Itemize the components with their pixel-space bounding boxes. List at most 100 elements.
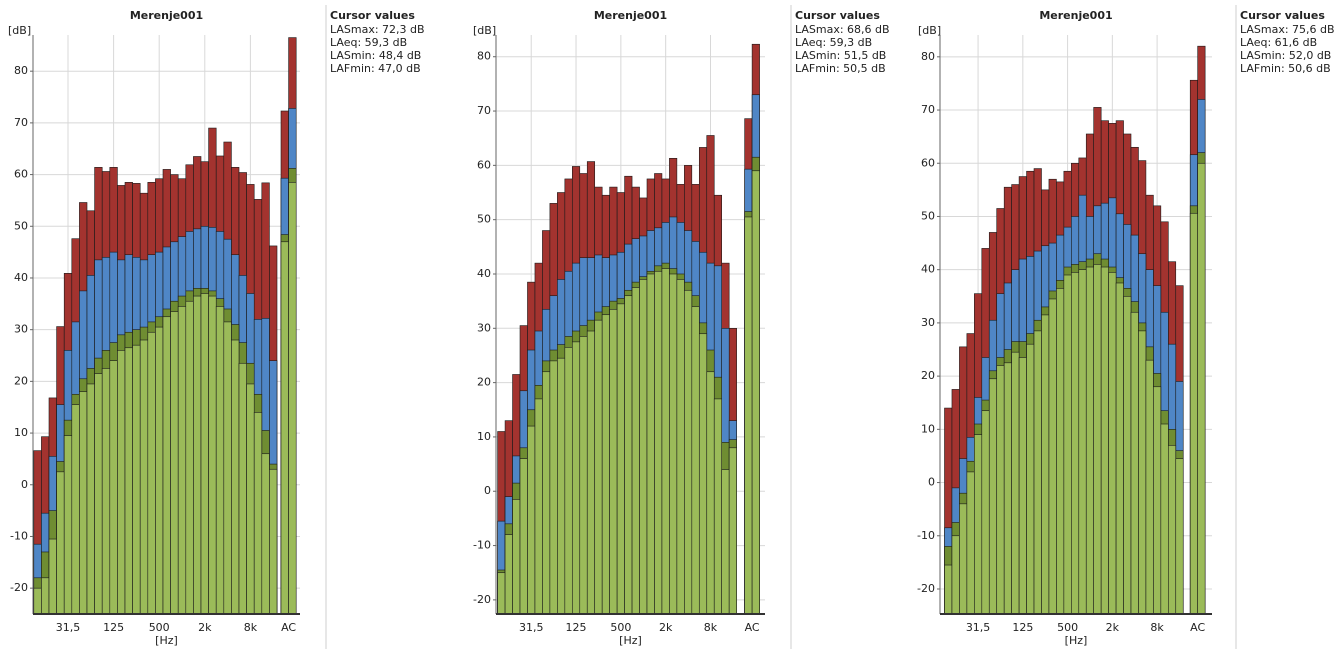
- bar: [1138, 330, 1147, 615]
- bar: [744, 216, 753, 615]
- y-tick-label: 70: [921, 103, 935, 116]
- bar: [1123, 295, 1132, 615]
- bar: [238, 362, 247, 615]
- bar: [981, 410, 990, 615]
- y-tick-label: 50: [921, 209, 935, 222]
- bar: [601, 314, 610, 615]
- x-tick-label: 125: [1012, 621, 1033, 634]
- bar: [1071, 272, 1080, 615]
- bar: [639, 279, 648, 615]
- bar: [1056, 288, 1065, 615]
- x-tick-label: 500: [1057, 621, 1078, 634]
- bar: [124, 347, 133, 615]
- bar: [33, 587, 42, 615]
- y-tick-label: 30: [477, 321, 491, 334]
- legend-entry: LAeq: 59,3 dB: [795, 36, 872, 49]
- bar: [253, 412, 263, 615]
- bar: [1018, 357, 1027, 615]
- bar: [646, 273, 655, 615]
- y-tick-label: -10: [10, 529, 28, 542]
- bar: [1108, 272, 1117, 615]
- bar: [974, 434, 983, 615]
- bar: [94, 373, 103, 615]
- bar: [139, 339, 149, 615]
- bar: [162, 316, 171, 615]
- bar: [512, 499, 521, 615]
- bar: [504, 534, 513, 615]
- y-tick-label: 30: [921, 316, 935, 329]
- y-tick-label: -10: [473, 539, 491, 552]
- y-tick-label: -20: [10, 581, 28, 594]
- bar: [691, 306, 700, 615]
- chart-title: Merenje001: [594, 9, 667, 22]
- legend-entry: LASmax: 68,6 dB: [795, 23, 890, 36]
- bar: [1048, 298, 1057, 615]
- bar: [155, 326, 164, 615]
- bar: [1063, 274, 1072, 615]
- bar: [564, 347, 573, 615]
- x-tick-label: 8k: [244, 621, 258, 634]
- bar: [669, 273, 678, 615]
- bar: [223, 321, 232, 615]
- bar: [193, 295, 202, 615]
- ac-label: AC: [281, 621, 296, 634]
- legend-entry: LASmax: 72,3 dB: [330, 23, 425, 36]
- legend-entry: LAFmin: 47,0 dB: [330, 62, 421, 75]
- x-tick-label: 8k: [704, 621, 718, 634]
- bar: [1033, 330, 1042, 615]
- bar: [56, 471, 65, 615]
- x-tick-label: 500: [149, 621, 170, 634]
- y-tick-label: -20: [473, 593, 491, 606]
- bar: [1130, 311, 1139, 615]
- bar: [519, 458, 528, 615]
- y-tick-label: 80: [14, 64, 28, 77]
- bar: [1153, 386, 1162, 615]
- bar: [996, 365, 1005, 615]
- y-tick-label: 10: [477, 430, 491, 443]
- bar: [713, 398, 722, 615]
- bar: [71, 404, 80, 615]
- y-tick-label: 40: [921, 263, 935, 276]
- bar: [557, 357, 566, 615]
- bar: [177, 306, 187, 615]
- x-tick-label: 2k: [659, 621, 673, 634]
- legend-title: Cursor values: [795, 9, 880, 22]
- bar: [624, 295, 633, 615]
- y-axis-label: [dB]: [473, 24, 496, 37]
- x-tick-label: 31,5: [56, 621, 81, 634]
- bar: [1175, 458, 1184, 615]
- bar: [549, 360, 558, 615]
- bar: [101, 368, 111, 615]
- bar: [527, 425, 536, 615]
- legend-entry: LAFmin: 50,5 dB: [795, 62, 886, 75]
- legend-title: Cursor values: [1240, 9, 1325, 22]
- y-tick-label: 70: [14, 116, 28, 129]
- bar: [261, 453, 270, 615]
- x-tick-label: 2k: [1106, 621, 1120, 634]
- y-tick-label: -10: [917, 529, 935, 542]
- x-axis-label: [Hz]: [155, 634, 178, 647]
- bar: [132, 344, 141, 615]
- bar: [185, 300, 194, 615]
- legend-entry: LAFmin: 50,6 dB: [1240, 62, 1331, 75]
- bar: [959, 503, 968, 615]
- x-axis-label: [Hz]: [619, 634, 642, 647]
- bar: [41, 577, 50, 615]
- bar: [684, 289, 693, 615]
- y-tick-label: 30: [14, 323, 28, 336]
- bar: [609, 308, 618, 615]
- legend-title: Cursor values: [330, 9, 415, 22]
- y-tick-label: 10: [14, 426, 28, 439]
- bar: [215, 306, 225, 615]
- y-tick-label: 10: [921, 422, 935, 435]
- bar: [170, 311, 179, 615]
- y-tick-label: 20: [921, 369, 935, 382]
- bar: [542, 371, 551, 615]
- y-tick-label: 0: [484, 484, 491, 497]
- legend-entry: LASmin: 51,5 dB: [795, 49, 886, 62]
- x-tick-label: 125: [103, 621, 124, 634]
- bar: [208, 295, 217, 615]
- bar: [79, 391, 88, 615]
- x-tick-label: 31,5: [519, 621, 544, 634]
- bar: [631, 287, 640, 615]
